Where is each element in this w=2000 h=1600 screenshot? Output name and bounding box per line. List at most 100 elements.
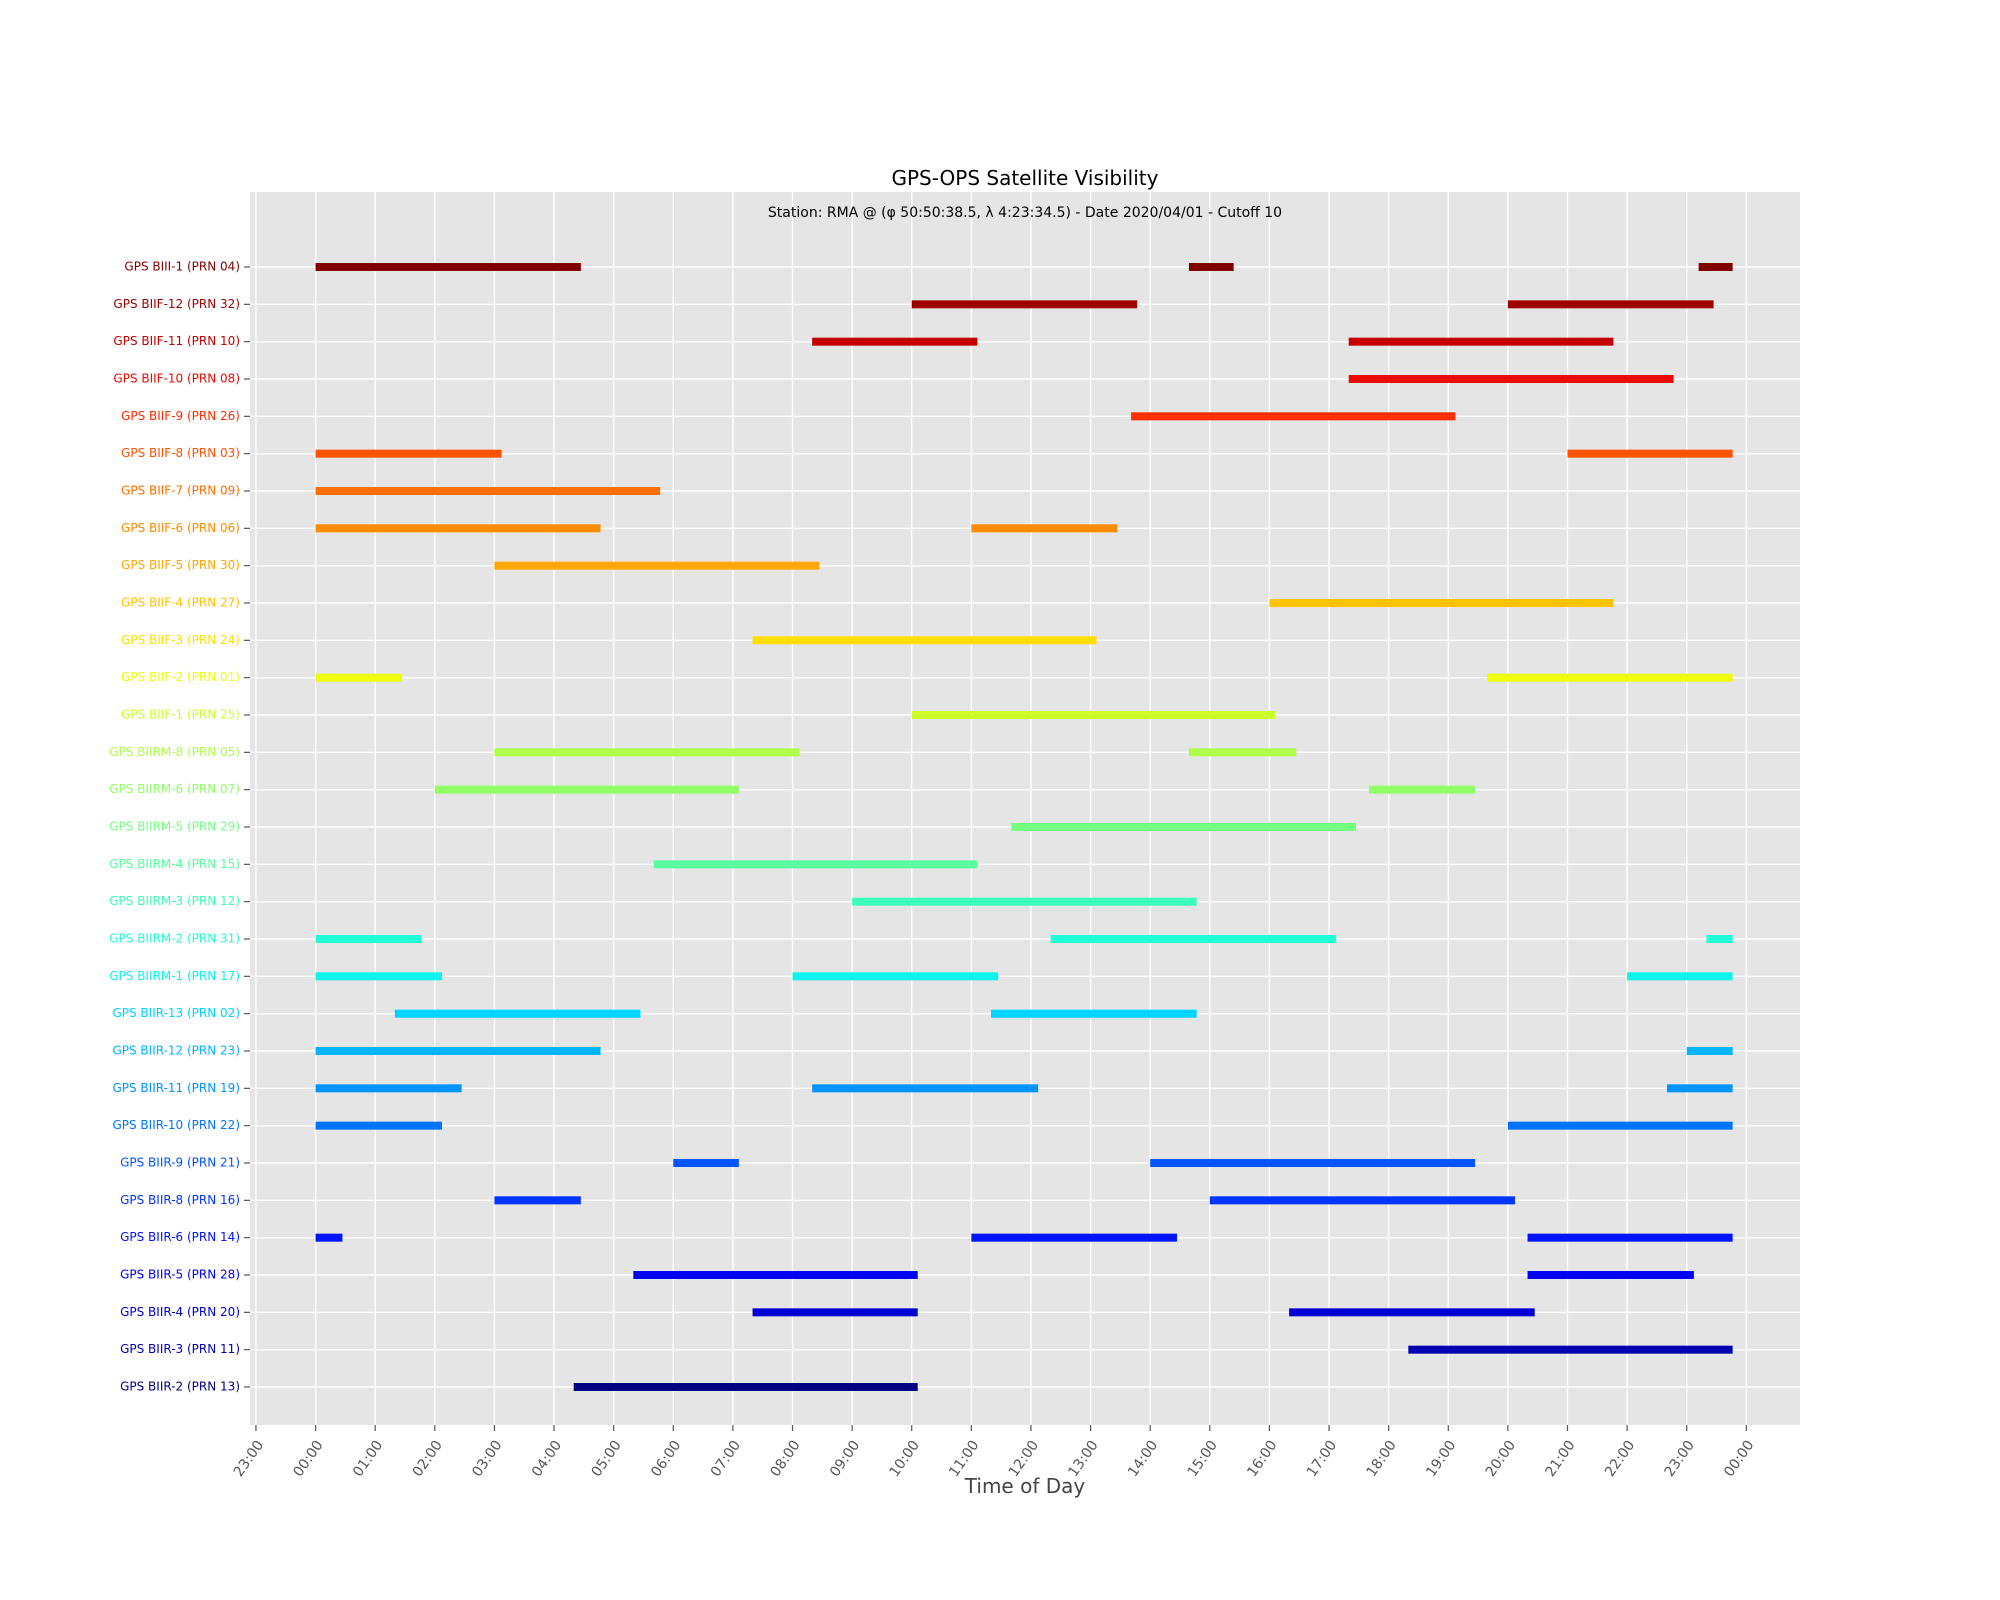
x-tick-label: 06:00 <box>648 1438 684 1480</box>
visibility-bar <box>971 524 1118 533</box>
chart-subtitle: Station: RMA @ (φ 50:50:38.5, λ 4:23:34.… <box>768 205 1282 221</box>
visibility-bar <box>315 449 502 458</box>
satellite-label: GPS BIIF-8 (PRN 03) <box>121 446 240 460</box>
satellite-label: GPS BIIRM-2 (PRN 31) <box>109 932 240 946</box>
x-tick-label: 16:00 <box>1244 1438 1280 1480</box>
x-tick-label: 03:00 <box>469 1438 505 1480</box>
visibility-bar <box>971 1233 1178 1242</box>
satellite-label: GPS BIIRM-6 (PRN 07) <box>109 782 240 796</box>
visibility-bar <box>752 636 1097 645</box>
x-tick-label: 05:00 <box>589 1438 625 1480</box>
satellite-label: GPS BIIF-4 (PRN 27) <box>121 596 240 610</box>
visibility-bar <box>1527 1271 1694 1279</box>
visibility-bar <box>852 897 1197 906</box>
visibility-bar <box>1706 935 1733 943</box>
visibility-bars <box>315 263 1733 1391</box>
satellite-label: GPS BIIF-2 (PRN 01) <box>121 670 240 684</box>
visibility-bar <box>911 711 1276 719</box>
satellite-label: GPS BIIF-12 (PRN 32) <box>113 297 240 311</box>
x-tick-label: 00:00 <box>1721 1438 1757 1480</box>
visibility-bar <box>315 1121 442 1130</box>
visibility-bar <box>911 300 1138 309</box>
satellite-label: GPS BIIF-11 (PRN 10) <box>113 334 240 348</box>
visibility-bar <box>1527 1233 1733 1242</box>
satellite-label: GPS BIIR-2 (PRN 13) <box>120 1380 240 1394</box>
satellite-label: GPS BIIF-1 (PRN 25) <box>121 708 240 722</box>
satellite-label: GPS BIIR-4 (PRN 20) <box>120 1305 240 1319</box>
time-axis-ticks: 23:00 00:00 01:00 02:00 03:00 04:00 05:00 06:00… <box>231 1425 1757 1480</box>
satellite-label: GPS BIIF-3 (PRN 24) <box>121 633 240 647</box>
visibility-bar <box>315 1084 462 1093</box>
visibility-bar <box>315 1047 601 1055</box>
chart-title: GPS-OPS Satellite Visibility <box>892 166 1159 190</box>
satellite-label: GPS BIII-1 (PRN 04) <box>124 260 240 274</box>
satellite-label: GPS BIIF-7 (PRN 09) <box>121 484 240 498</box>
visibility-bar <box>1507 1121 1733 1130</box>
visibility-bar <box>1667 1084 1733 1093</box>
visibility-bar <box>494 748 800 757</box>
visibility-bar <box>1507 300 1714 309</box>
visibility-bar <box>673 1159 739 1167</box>
x-tick-label: 14:00 <box>1125 1438 1161 1480</box>
visibility-bar <box>1011 823 1356 831</box>
satellite-label: GPS BIIR-11 (PRN 19) <box>112 1081 240 1095</box>
visibility-bar <box>1209 1196 1516 1205</box>
satellite-label: GPS BIIF-10 (PRN 08) <box>113 372 240 386</box>
visibility-bar <box>812 337 978 346</box>
visibility-bar <box>394 1009 641 1018</box>
satellite-label: GPS BIIRM-4 (PRN 15) <box>109 857 240 871</box>
visibility-bar <box>1188 263 1234 271</box>
x-tick-label: 17:00 <box>1304 1438 1340 1480</box>
visibility-bar <box>1686 1047 1733 1055</box>
x-tick-label: 04:00 <box>529 1438 565 1480</box>
visibility-bar <box>752 1308 918 1317</box>
visibility-bar <box>1188 748 1297 757</box>
visibility-bar <box>1408 1345 1733 1354</box>
satellite-label: GPS BIIF-6 (PRN 06) <box>121 521 240 535</box>
visibility-bar <box>1698 263 1733 271</box>
visibility-bar <box>494 1196 581 1205</box>
visibility-bar <box>1131 412 1456 421</box>
visibility-bar <box>315 487 661 495</box>
x-tick-label: 22:00 <box>1602 1438 1638 1480</box>
x-tick-label: 23:00 <box>1662 1438 1698 1480</box>
visibility-bar <box>494 561 820 570</box>
visibility-bar <box>1567 449 1733 458</box>
satellite-label: GPS BIIRM-3 (PRN 12) <box>109 894 240 908</box>
x-tick-label: 10:00 <box>887 1438 923 1480</box>
x-tick-label: 09:00 <box>827 1438 863 1480</box>
visibility-bar <box>573 1383 918 1391</box>
visibility-bar <box>315 673 403 682</box>
visibility-bar <box>315 263 581 271</box>
satellite-label: GPS BIIF-9 (PRN 26) <box>121 409 240 423</box>
satellite-label: GPS BIIR-5 (PRN 28) <box>120 1268 240 1282</box>
satellite-label: GPS BIIRM-5 (PRN 29) <box>109 820 240 834</box>
visibility-bar <box>1348 375 1674 383</box>
visibility-bar <box>1627 972 1733 981</box>
x-tick-label: 00:00 <box>290 1438 326 1480</box>
satellite-label: GPS BIIR-6 (PRN 14) <box>120 1230 240 1244</box>
visibility-bar <box>1487 673 1733 682</box>
satellite-label: GPS BIIR-8 (PRN 16) <box>120 1193 240 1207</box>
visibility-bar <box>653 860 978 869</box>
visibility-bar <box>991 1009 1197 1018</box>
satellite-label: GPS BIIR-3 (PRN 11) <box>120 1342 240 1356</box>
satellite-label: GPS BIIRM-8 (PRN 05) <box>109 745 240 759</box>
visibility-bar <box>1289 1308 1535 1317</box>
visibility-bar <box>1150 1159 1476 1167</box>
x-tick-label: 08:00 <box>767 1438 803 1480</box>
x-tick-label: 02:00 <box>410 1438 446 1480</box>
x-axis-label: Time of Day <box>964 1474 1086 1498</box>
visibility-bar <box>434 785 739 794</box>
visibility-bar <box>633 1271 918 1279</box>
satellite-label: GPS BIIR-13 (PRN 02) <box>112 1006 240 1020</box>
satellite-labels: GPS BIII-1 (PRN 04) GPS BIIF-12 (PRN 32) G… <box>109 260 250 1394</box>
visibility-bar <box>1050 935 1337 943</box>
visibility-bar <box>812 1084 1039 1093</box>
visibility-bar <box>315 524 601 533</box>
plot-area-background <box>250 192 1800 1425</box>
x-tick-label: 15:00 <box>1185 1438 1221 1480</box>
satellite-label: GPS BIIR-12 (PRN 23) <box>112 1044 240 1058</box>
x-tick-label: 20:00 <box>1483 1438 1519 1480</box>
